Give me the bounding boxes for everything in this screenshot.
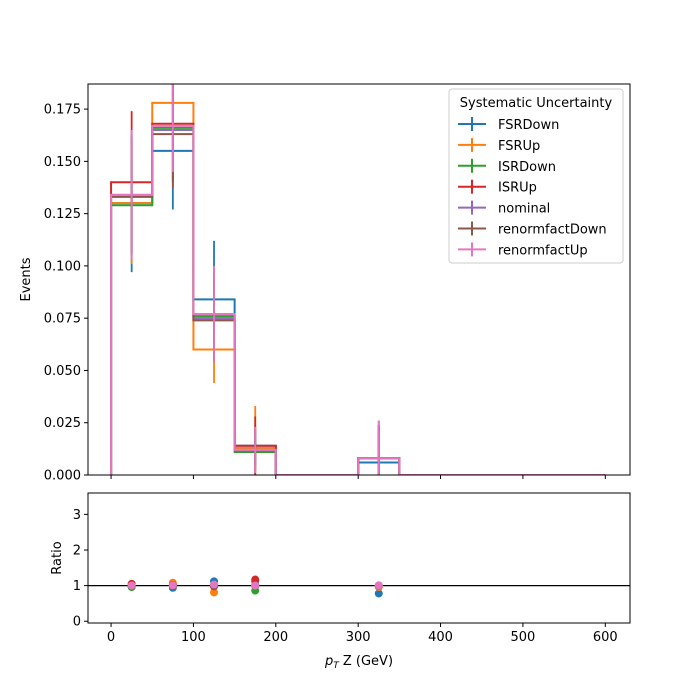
legend-label-FSRUp: FSRUp [498,139,540,154]
main-y-tick-label: 0.125 [44,207,81,222]
legend-label-ISRUp: ISRUp [498,181,537,196]
ratio-x-tick-label: 0 [107,630,115,645]
ratio-point-renormfactUp-1 [168,581,177,590]
legend-label-renormfactDown: renormfactDown [498,223,607,238]
series-step-renormfactUp [110,124,606,475]
ratio-x-tick-label: 500 [511,630,536,645]
legend-entry-FSRDown[interactable]: FSRDown [458,117,559,133]
legend-entries: FSRDown FSRUp ISRDown ISRUp nominal renormfac… [458,117,607,258]
main-y-axis: 0.000 0.025 0.050 0.075 0.100 0.125 0.150 0.175 [44,103,88,484]
main-y-tick-label: 0.100 [44,259,81,274]
main-y-tick-label: 0.175 [44,103,81,118]
legend-label-nominal: nominal [498,202,550,217]
ratio-y-tick-label: 2 [73,543,81,558]
main-y-tick-label: 0.025 [44,416,81,431]
ratio-point-renormfactUp-3 [251,581,260,590]
legend-title: Systematic Uncertainty [460,96,613,111]
legend-label-renormfactUp: renormfactUp [498,243,588,258]
legend-entry-FSRUp[interactable]: FSRUp [458,137,540,154]
main-y-tick-label: 0.050 [44,364,81,379]
ratio-point-renormfactUp-4 [374,581,383,590]
ratio-y-axis: 0 1 2 3 [73,508,88,630]
ratio-y-tick-label: 1 [73,579,81,594]
ratio-x-tick-label: 100 [181,630,206,645]
ratio-point-ISRUp-3 [251,575,260,584]
main-panel: 0.000 0.025 0.050 0.075 0.100 0.125 0.150 0.175… [19,83,631,484]
main-y-tick-label: 0.000 [44,469,81,484]
legend-entry-nominal[interactable]: nominal [458,200,550,217]
main-y-axis-label: Events [19,257,34,301]
ratio-point-FSRUp-2 [210,588,219,597]
ratio-x-axis: 0 100 200 300 400 500 600 [107,623,618,645]
main-x-axis [110,475,606,479]
ratio-x-tick-label: 600 [593,630,618,645]
ratio-y-axis-label: Ratio [50,541,65,574]
ratio-x-tick-label: 400 [428,630,453,645]
main-axes-frame [87,83,631,476]
ratio-point-FSRDown-4 [374,589,383,598]
legend-entry-renormfactUp[interactable]: renormfactUp [458,242,588,258]
ratio-point-renormfactUp-0 [127,581,136,590]
main-plot-area [110,84,606,475]
legend-box [448,88,624,264]
legend-entry-renormfactDown[interactable]: renormfactDown [458,221,607,238]
legend-entry-ISRDown[interactable]: ISRDown [458,158,556,175]
main-y-tick-label: 0.150 [44,155,81,170]
ratio-y-tick-label: 0 [73,615,81,630]
ratio-y-tick-label: 3 [73,508,81,523]
legend-entry-ISRUp[interactable]: ISRUp [458,179,537,196]
legend-label-FSRDown: FSRDown [498,118,559,133]
ratio-axes-frame [87,492,631,624]
ratio-point-renormfactUp-2 [210,580,219,589]
ratio-panel: 0 1 2 3 0 100 200 300 400 500 600 Ratio pT Z (GeV… [50,492,631,671]
legend-label-ISRDown: ISRDown [498,160,556,175]
main-y-tick-label: 0.075 [44,312,81,327]
ratio-plot-area [88,575,630,598]
ratio-x-tick-label: 300 [346,630,371,645]
x-axis-label: pT Z (GeV) [324,654,393,671]
legend[interactable]: Systematic Uncertainty FSRDown FSRUp ISRDo… [448,88,624,264]
ratio-x-tick-label: 200 [263,630,288,645]
